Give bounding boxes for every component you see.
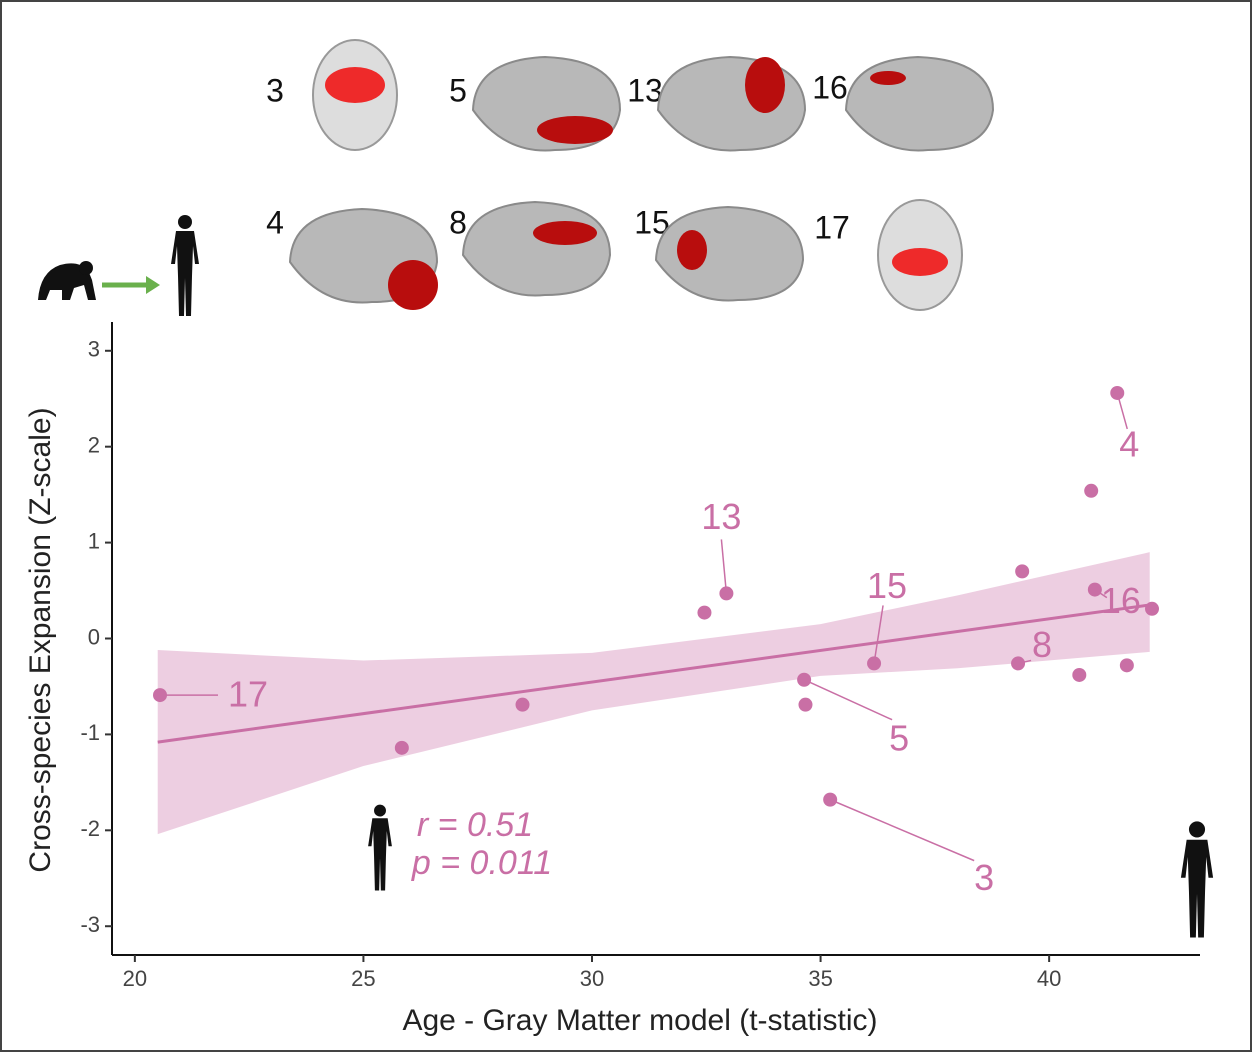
brain-region [325,67,385,103]
point [1015,564,1030,579]
x-axis-title: Age - Gray Matter model (t-statistic) [402,1004,877,1037]
panel-label: 5 [449,72,467,108]
point [719,586,734,601]
brain-region [870,71,906,85]
confidence-band [157,552,1150,835]
point [1084,483,1099,498]
point [1110,385,1125,400]
y-axis-title: Cross-species Expansion (Z-scale) [24,407,57,872]
point [798,697,813,712]
point [1087,582,1102,597]
brain-region [537,116,613,144]
y-tick-label: 2 [88,432,100,457]
brain-region [745,57,785,113]
y-tick-label: 3 [88,337,100,362]
point [697,605,712,620]
point [1119,658,1134,673]
silhouettes [38,215,1214,938]
arrow-head [146,276,160,294]
fit-line [157,603,1150,744]
point [394,740,409,755]
brain-panels: 3 5 13 164 8 15 17 [266,39,995,311]
label-leader [873,605,884,664]
point [515,697,530,712]
stat-r: r = 0.51 [417,806,533,844]
brain-region [677,230,707,270]
point [823,792,838,807]
x-tick-label: 25 [351,966,375,991]
human-icon [1180,821,1214,938]
panel-label: 4 [266,204,284,240]
y-tick-label: 1 [88,528,100,553]
point-label: 3 [974,857,994,898]
y-tick-label: -1 [80,720,100,745]
label-leader [803,679,893,721]
point [867,656,882,671]
label-leader [829,798,975,862]
point [1072,667,1087,682]
brain-region [533,221,597,245]
point-label: 5 [889,717,909,758]
human-icon [171,215,199,316]
x-tick-label: 20 [123,966,147,991]
x-tick-label: 30 [580,966,604,991]
stat-p: p = 0.011 [411,844,552,882]
x-tick-label: 35 [808,966,832,991]
human-icon [368,804,392,891]
panel-label: 8 [449,204,467,240]
point-label: 13 [701,496,741,537]
point-label: 17 [228,674,268,715]
panel-label: 16 [812,69,848,105]
panel-label: 3 [266,72,284,108]
y-tick-label: -2 [80,816,100,841]
point [1145,601,1159,616]
point-label: 8 [1032,624,1052,665]
point [797,672,812,687]
point-label: 4 [1119,423,1139,464]
brain-region [892,248,948,276]
point [1011,656,1026,671]
y-tick-label: 0 [88,624,100,649]
y-tick-label: -3 [80,912,100,937]
x-tick-label: 40 [1037,966,1061,991]
brain-region [388,260,438,310]
point [153,688,167,703]
label-leader [720,539,728,594]
panel-label: 13 [627,72,663,108]
chimp-head [79,261,93,275]
point-label: 16 [1101,580,1141,621]
panel-label: 17 [814,209,850,245]
point-label: 15 [867,565,907,606]
